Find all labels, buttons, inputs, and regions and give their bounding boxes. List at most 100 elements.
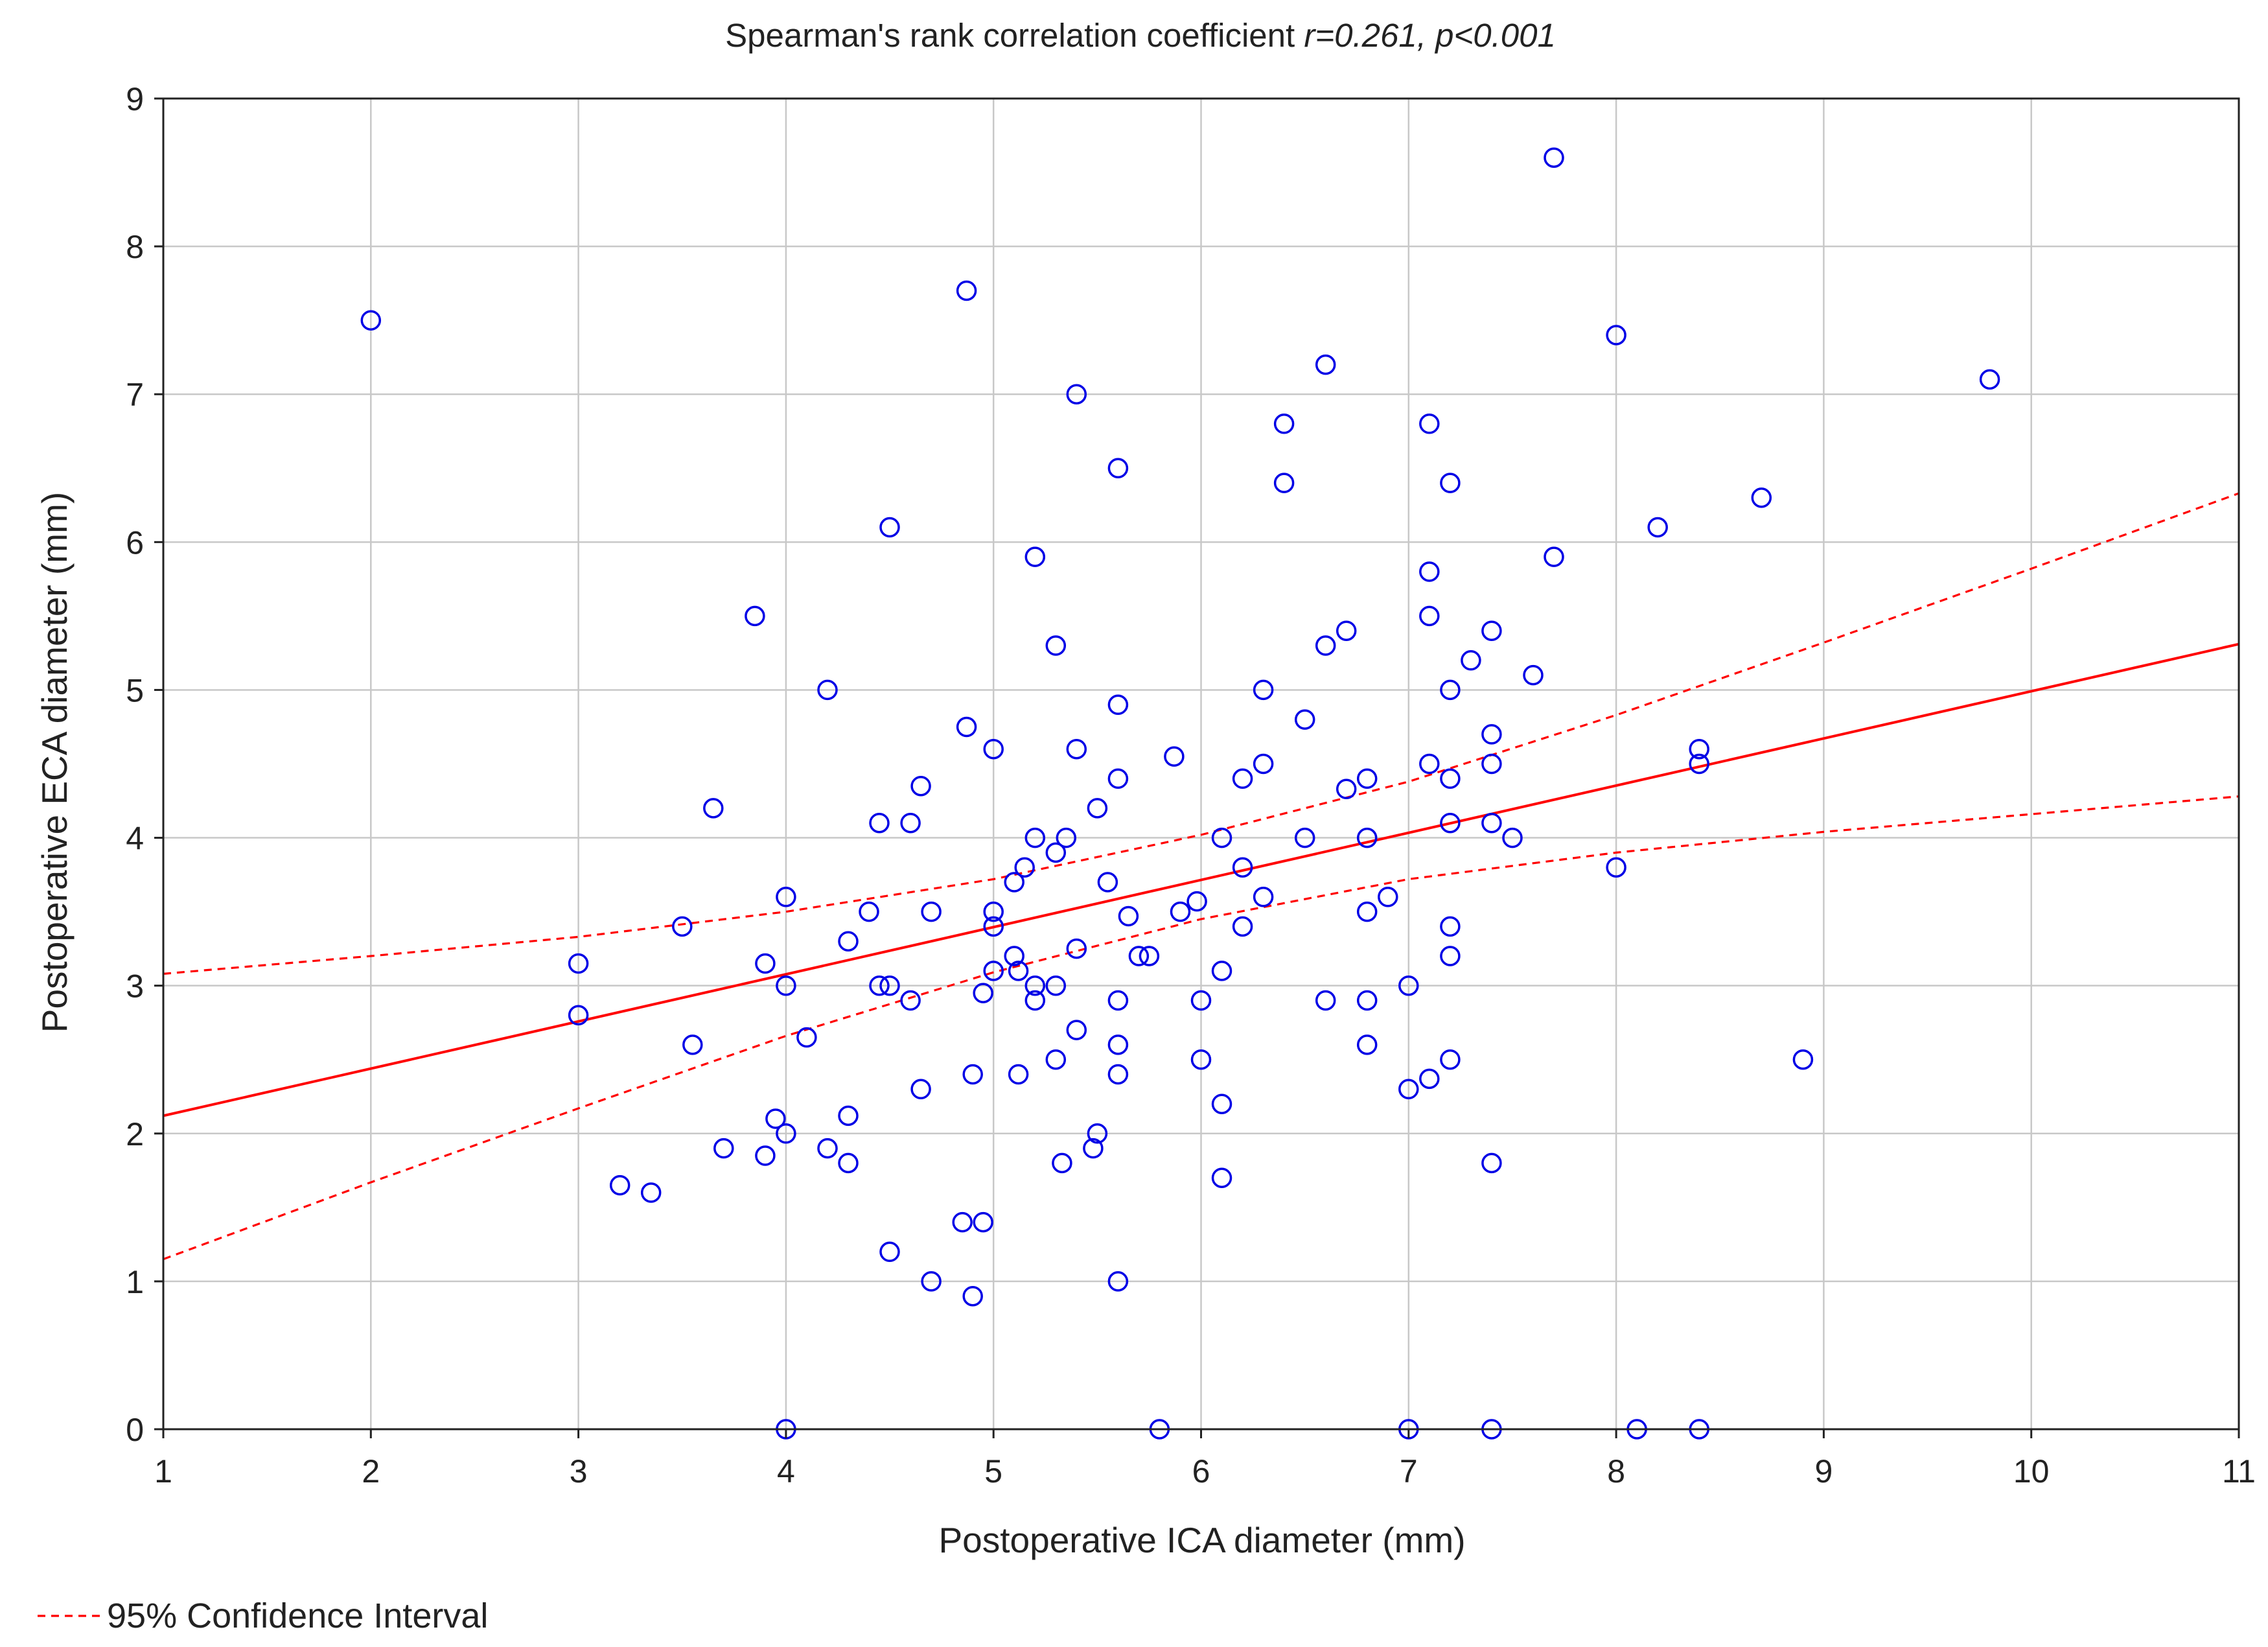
data-point [1440,916,1461,937]
chart-title-plain: Spearman's rank correlation coefficient [725,17,1304,54]
x-tick-label: 3 [570,1453,588,1489]
y-tick-label: 6 [126,524,144,561]
data-point [682,1034,703,1055]
data-point [1107,1064,1129,1085]
data-point [817,1138,838,1159]
data-point [838,1105,859,1127]
data-point [745,605,765,627]
y-tick-label: 5 [126,672,144,708]
data-point [1751,487,1772,508]
data-point [765,1108,786,1129]
x-tick-label: 7 [1400,1453,1418,1489]
data-point [1481,724,1502,745]
data-point [1419,561,1440,582]
grid-lines [163,99,2239,1429]
data-point [838,1152,859,1174]
data-point [879,1241,900,1263]
data-point [1689,738,1709,760]
data-point [1440,946,1461,966]
data-point [1024,827,1046,848]
data-point [1066,384,1087,404]
data-point [1004,946,1024,966]
data-point [956,716,977,738]
data-point [1647,517,1668,538]
data-point [900,812,921,834]
data-point [1419,414,1440,434]
data-point [1440,768,1461,789]
data-point [983,961,1004,981]
data-point [1294,709,1315,730]
regression-line-group [163,642,2239,1117]
data-point [1544,546,1564,567]
y-tick-label: 2 [126,1116,144,1152]
data-point [568,1005,589,1026]
data-point [1356,827,1378,848]
data-point [921,1271,942,1292]
data-point [879,975,900,996]
data-point [973,983,993,1003]
x-tick-label: 1 [154,1453,172,1489]
x-tick-label: 6 [1192,1453,1210,1489]
data-point [973,1211,993,1233]
data-point [1087,798,1108,819]
data-point [1232,768,1253,789]
y-tick-label: 0 [126,1412,144,1448]
data-point [1045,842,1067,863]
data-point [1481,620,1502,641]
data-point [1066,738,1087,760]
data-point [1097,872,1118,893]
chart-title-stats: r=0.261, p<0.001 [1304,17,1556,54]
data-point [1052,1152,1072,1174]
legend: 95% Confidence Interval [38,1596,488,1635]
x-tick-label: 5 [984,1453,1002,1489]
data-point [1045,975,1067,996]
data-point [1378,887,1398,907]
data-point [1461,650,1481,671]
data-point [1440,812,1461,834]
y-axis-label: Postoperative ECA diameter (mm) [34,492,75,1033]
data-point [1253,887,1274,907]
data-point [1232,916,1253,937]
data-point [755,953,776,974]
data-point [817,679,838,701]
data-point [1087,1123,1108,1144]
data-point [879,517,900,538]
data-point [1419,753,1440,775]
data-point [1107,768,1129,789]
data-point [1008,961,1029,981]
data-point [1056,827,1077,848]
data-point [910,775,931,797]
y-tick-label: 1 [126,1264,144,1300]
data-point [1689,753,1709,775]
x-axis-label: Postoperative ICA diameter (mm) [938,1520,1465,1560]
data-point [1273,473,1295,493]
y-tick-labels: 0 1 2 3 4 5 6 7 8 9 [126,81,144,1448]
data-point [755,1145,776,1166]
data-point [1024,990,1046,1011]
regression-line [163,642,2239,1117]
data-point [1118,905,1139,927]
data-point [1186,891,1207,912]
data-point [869,975,890,996]
data-point [1523,664,1544,686]
data-point [1008,1064,1029,1085]
data-point [900,990,921,1011]
y-tick-label: 3 [126,968,144,1005]
ci-upper-line [163,492,2239,975]
axis-ticks [154,97,2240,1438]
data-point [1336,778,1357,800]
data-point [1398,975,1419,996]
data-point [1481,1152,1502,1174]
chart-title: Spearman's rank correlation coefficient … [725,17,1556,54]
data-point [1294,827,1315,848]
data-point [1128,946,1150,966]
x-tick-label: 4 [777,1453,795,1489]
data-point [1419,1068,1440,1090]
data-point [703,798,724,819]
data-point [1107,694,1129,716]
y-tick-label: 8 [126,229,144,265]
x-tick-label: 11 [2222,1453,2256,1489]
data-point [859,901,879,922]
y-tick-label: 7 [126,377,144,413]
